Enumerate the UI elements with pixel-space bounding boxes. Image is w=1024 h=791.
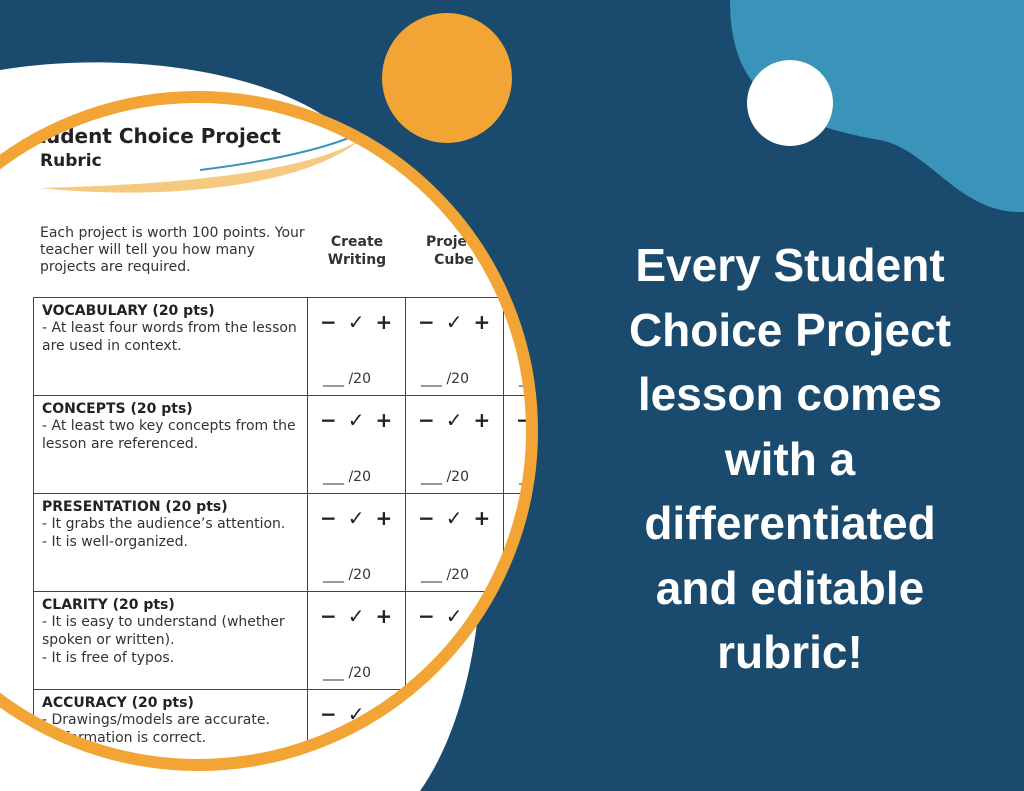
score-cell: − ✓ + ___ /20 — [405, 493, 504, 592]
score-cell: − ✓ + ___ /20 — [405, 297, 504, 396]
rubric-row: CONCEPTS (20 pts) - At least two key conc… — [33, 395, 532, 494]
criterion-item: - It is well-organized. — [42, 534, 188, 550]
rating-marks: − ✓ + — [320, 310, 395, 334]
criterion-cell: CONCEPTS (20 pts) - At least two key conc… — [33, 395, 308, 494]
score-blank: ___ /20 — [323, 469, 371, 485]
headline-line: Choice Project — [628, 303, 952, 356]
criterion-item: - It grabs the audience’s attention. — [42, 516, 286, 532]
criterion-name: PRESENTATION (20 pts) — [42, 499, 228, 515]
score-blank: ___ /20 — [421, 371, 469, 387]
rating-marks: − ✓ + — [320, 408, 395, 432]
headline-line: with a — [724, 432, 856, 485]
score-cell: − ✓ + ___ /20 — [307, 297, 406, 396]
score-blank: ___ /20 — [421, 469, 469, 485]
criterion-name: CONCEPTS (20 pts) — [42, 401, 193, 417]
criterion-cell: PRESENTATION (20 pts) - It grabs the audi… — [33, 493, 308, 592]
rubric-subtitle: Rubric — [40, 151, 102, 171]
criterion-item: - It is free of typos. — [42, 650, 175, 666]
orange-dot — [382, 13, 512, 143]
headline-line: Every Student — [635, 239, 945, 291]
headline: Every Student Choice Project lesson comes w… — [575, 233, 1005, 685]
score-blank: ___ /20 — [421, 567, 469, 583]
criterion-item: - Drawings/models are accurate. — [42, 712, 270, 728]
headline-line: lesson comes — [637, 368, 943, 420]
rubric-intro: Each project is worth 100 points. Your t… — [40, 225, 305, 275]
score-blank: ___ /20 — [323, 371, 371, 387]
criterion-name: CLARITY (20 pts) — [42, 597, 175, 613]
rating-marks: − ✓ + — [320, 506, 395, 530]
rating-marks: − ✓ + — [418, 408, 493, 432]
score-cell: − ✓ + ___ /20 — [307, 493, 406, 592]
criterion-cell: VOCABULARY (20 pts) - At least four words… — [33, 297, 308, 396]
criterion-name: VOCABULARY (20 pts) — [42, 303, 215, 319]
rating-marks: − ✓ + — [418, 506, 493, 530]
score-cell: − ✓ + ___ /20 — [405, 395, 504, 494]
headline-line: and editable — [655, 561, 925, 614]
blue-blob — [730, 0, 1024, 213]
criterion-item: - At least two key concepts from the les… — [42, 418, 296, 452]
score-cell: − ✓ + ___ /20 — [307, 395, 406, 494]
column-header: Create Writing — [327, 234, 387, 268]
rubric-title: Student Choice Project — [22, 124, 281, 148]
headline-line: rubric! — [717, 626, 863, 678]
score-cell: − ✓ + ___ /20 — [307, 591, 406, 690]
score-blank: ___ /20 — [323, 665, 371, 681]
criterion-item: - It is easy to understand (whether spok… — [42, 614, 285, 648]
score-blank: ___ /20 — [323, 567, 371, 583]
criterion-cell: CLARITY (20 pts) - It is easy to understa… — [33, 591, 308, 690]
white-dot — [747, 60, 833, 146]
rating-marks: − ✓ + — [320, 604, 395, 628]
rating-marks: − ✓ + — [418, 310, 493, 334]
headline-line: differentiated — [644, 497, 936, 549]
criterion-item: - At least four words from the lesson ar… — [42, 320, 297, 354]
criterion-name: ACCURACY (20 pts) — [42, 695, 194, 711]
